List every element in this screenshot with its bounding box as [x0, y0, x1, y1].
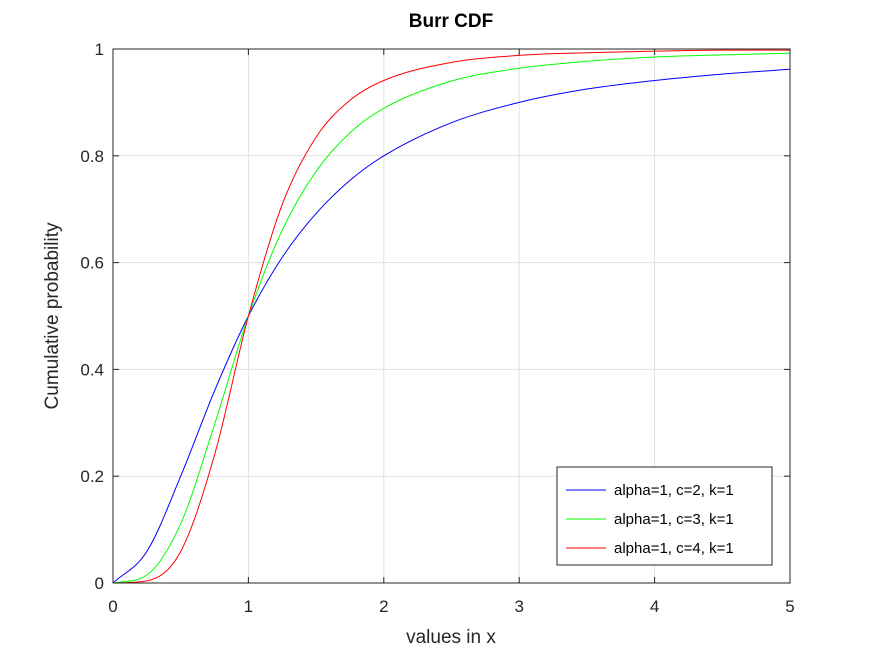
y-tick-label: 0.4: [80, 360, 104, 379]
tick-labels: 0 1 2 3 4 5 0 0.2 0.4 0.6 0.8 1: [80, 40, 794, 616]
x-tick-label: 5: [785, 597, 794, 616]
x-tick-label: 4: [650, 597, 659, 616]
y-tick-label: 0.2: [80, 467, 104, 486]
legend-box: [556, 466, 773, 566]
x-axis-label: values in x: [406, 627, 496, 648]
x-tick-label: 1: [244, 597, 253, 616]
series-line-3: [112, 49, 790, 584]
series-line-1: [112, 68, 791, 584]
x-tick-label: 3: [514, 597, 523, 616]
legend-label-1: alpha=1, c=2, k=1: [614, 482, 734, 499]
legend-label-2: alpha=1, c=3, k=1: [614, 511, 734, 528]
chart-title: Burr CDF: [409, 11, 493, 32]
y-tick-label: 0: [95, 574, 104, 593]
y-tick-label: 0.8: [80, 147, 104, 166]
y-tick-label: 1: [95, 40, 104, 59]
x-tick-label: 2: [379, 597, 388, 616]
ticks: [112, 48, 791, 584]
series-line-2: [112, 52, 791, 584]
legend-label-3: alpha=1, c=4, k=1: [614, 540, 734, 557]
y-axis-label: Cumulative probability: [42, 222, 63, 409]
x-tick-label: 0: [108, 597, 117, 616]
legend: alpha=1, c=2, k=1 alpha=1, c=3, k=1 alpha=…: [556, 466, 773, 566]
plot-frame: [112, 48, 791, 584]
series-layer: [112, 49, 791, 584]
y-tick-label: 0.6: [80, 254, 104, 273]
